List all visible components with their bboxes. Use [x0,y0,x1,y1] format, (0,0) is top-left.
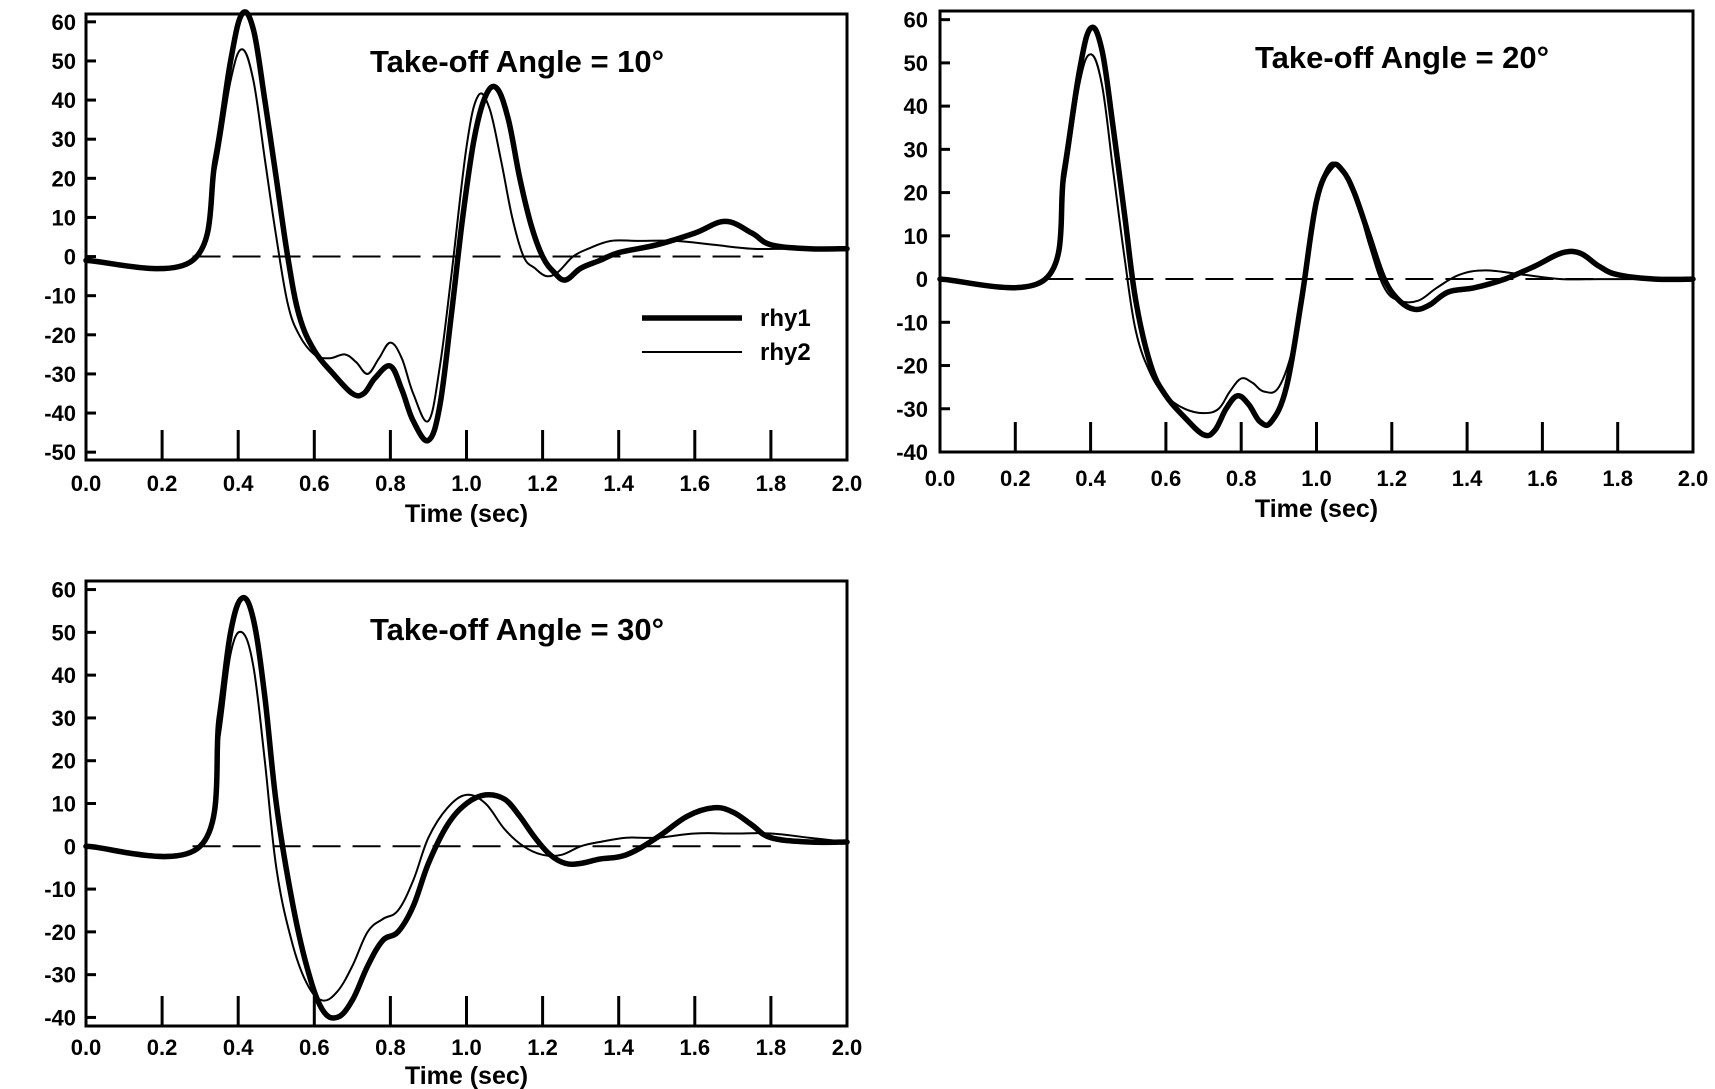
x-tick-label: 2.0 [1678,466,1709,491]
y-tick-label: -20 [896,354,928,379]
panel-title: Take-off Angle = 30° [370,612,664,647]
x-axis-title: Time (sec) [1255,495,1378,523]
x-tick-label: 1.0 [451,1035,482,1060]
y-tick-label: 60 [52,578,76,603]
x-tick-label: 1.4 [603,471,634,496]
x-tick-label: 0.8 [375,1035,406,1060]
panel-30-degrees: 60 50 40 30 20 10 0 -10 -20 -30 -40 0.0 0.2 0.4 0.6 0.8… [44,578,862,1089]
series-line-rhy2 [85,630,848,1002]
y-tick-label: 50 [52,620,76,645]
y-tick-label: 0 [916,267,928,292]
x-tick-label: 1.2 [527,471,558,496]
x-tick-label: 0.4 [1075,466,1106,491]
x-tick-label: 1.2 [527,1035,558,1060]
x-tick-label: 0.6 [1151,466,1182,491]
plot-frame [84,12,849,462]
y-tick-label: -50 [44,440,76,465]
y-tick-label: 50 [52,49,76,74]
y-tick-label: -40 [44,401,76,426]
x-tick-label: 0.6 [299,1035,330,1060]
y-tick-label: 40 [52,88,76,113]
y-tick-label: -40 [896,440,928,465]
x-tick-label: 1.6 [680,1035,711,1060]
y-tick-label: -40 [44,1005,76,1030]
x-axis-title: Time (sec) [405,500,528,528]
y-tick-label: -10 [44,877,76,902]
x-tick-label: 1.8 [756,1035,787,1060]
y-tick-label: 20 [904,181,928,206]
y-tick-label: -20 [44,920,76,945]
series-line-rhy2 [85,48,848,423]
y-tick-label: 30 [52,706,76,731]
y-tick-label: 50 [904,51,928,76]
series-line-rhy2 [939,53,1694,415]
x-tick-label: 1.8 [1602,466,1633,491]
x-tick-label: 1.4 [1452,466,1483,491]
panel-20-degrees: 60 50 40 30 20 10 0 -10 -20 -30 -400.0 0.2 0.4 0.6 0.8… [896,8,1708,523]
y-tick-label: 0 [64,245,76,270]
x-tick-label: 0.8 [1226,466,1257,491]
x-tick-label: 0.2 [1000,466,1031,491]
x-tick-label: 1.4 [603,1035,634,1060]
y-tick-label: 20 [52,166,76,191]
y-tick-label: -30 [896,397,928,422]
x-tick-label: 0.2 [147,471,178,496]
series-line-rhy1 [83,9,850,444]
panel-10-degrees: 60 50 40 30 20 10 0 -10 -20 -30 -40 -50 0.0 0.2 0.4 0.6… [44,9,863,528]
x-tick-label: 2.0 [832,1035,863,1060]
y-tick-label: 0 [64,834,76,859]
y-tick-label: 30 [904,137,928,162]
legend-label-rhy1: rhy1 [760,305,811,332]
panel-title: Take-off Angle = 20° [1255,40,1549,75]
legend-label-rhy2: rhy2 [760,339,811,366]
series-line-rhy1 [83,594,850,1021]
y-tick-label: 10 [52,205,76,230]
x-tick-label: 1.8 [756,471,787,496]
x-tick-label: 1.6 [1527,466,1558,491]
y-tick-label: -30 [44,963,76,988]
x-tick-label: 0.6 [299,471,330,496]
y-tick-label: 10 [52,792,76,817]
y-tick-label: 20 [52,749,76,774]
x-tick-label: 1.6 [680,471,711,496]
y-tick-label: -30 [44,362,76,387]
y-tick-label: -20 [44,323,76,348]
x-tick-label: 0.0 [925,466,956,491]
y-tick-label: -10 [896,310,928,335]
plot-frame [938,9,1695,454]
y-tick-label: 30 [52,127,76,152]
y-tick-label: 40 [52,663,76,688]
x-tick-label: 0.4 [223,471,254,496]
x-tick-label: 1.0 [1301,466,1332,491]
series-line-rhy1 [937,24,1696,439]
y-tick-label: 40 [904,94,928,119]
x-tick-label: 1.2 [1377,466,1408,491]
y-tick-label: 60 [904,8,928,33]
y-tick-label: 60 [52,10,76,35]
y-tick-label: 10 [904,224,928,249]
x-tick-label: 2.0 [832,471,863,496]
panel-title: Take-off Angle = 10° [370,44,664,79]
x-tick-label: 0.8 [375,471,406,496]
y-tick-label: -10 [44,284,76,309]
x-tick-label: 0.0 [71,1035,102,1060]
x-tick-label: 0.0 [71,471,102,496]
x-tick-label: 1.0 [451,471,482,496]
x-tick-label: 0.2 [147,1035,178,1060]
x-axis-title: Time (sec) [405,1062,528,1089]
x-tick-label: 0.4 [223,1035,254,1060]
